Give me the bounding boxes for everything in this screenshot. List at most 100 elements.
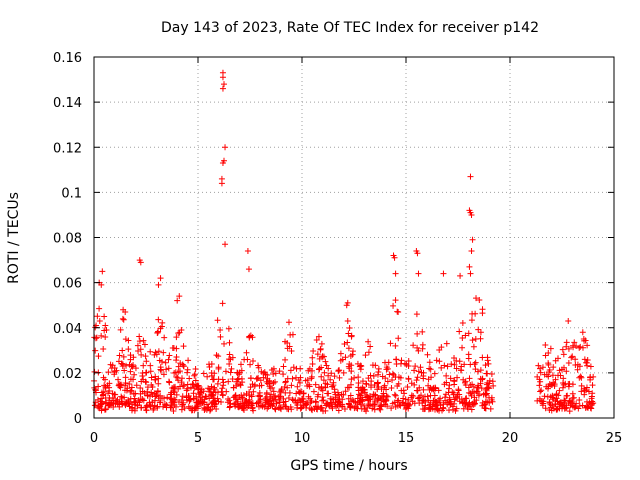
data-point [246,333,253,340]
data-point [248,393,255,400]
data-point [340,391,347,398]
data-point [316,366,323,373]
data-point [164,394,171,401]
data-point [420,375,427,382]
data-point [560,381,567,388]
data-point [323,362,330,369]
data-point [414,344,421,351]
data-point [539,364,546,371]
data-point [103,327,110,334]
data-point [152,373,159,380]
data-point [319,353,326,360]
data-point [99,268,106,275]
data-point [483,385,490,392]
data-point [459,344,466,351]
data-point [562,405,569,412]
data-point [384,393,391,400]
data-point [469,337,476,344]
data-point [102,383,109,390]
data-point [206,395,213,402]
data-point [122,308,129,315]
data-point [248,400,255,407]
data-point [198,397,205,404]
data-point [538,387,545,394]
data-point [346,324,353,331]
data-point [337,350,344,357]
data-point [286,343,293,350]
data-point [546,369,553,376]
data-point [165,356,172,363]
data-point [462,378,469,385]
data-point [555,372,562,379]
data-point [138,378,145,385]
data-point [447,375,454,382]
data-point [394,382,401,389]
data-point [580,336,587,343]
data-point [569,390,576,397]
data-point [410,393,417,400]
data-point [383,366,390,373]
data-point [138,404,145,411]
data-point [413,311,420,318]
data-point [229,376,236,383]
data-point [385,359,392,366]
data-point [413,377,420,384]
data-point [147,362,154,369]
data-point [147,403,154,410]
data-point [184,369,191,376]
data-point [466,375,473,382]
data-point [451,378,458,385]
data-point [140,362,147,369]
data-point [579,402,586,409]
data-point [565,317,572,324]
data-point [218,180,225,187]
data-point [144,402,151,409]
data-point [208,400,215,407]
data-point [177,360,184,367]
data-point [369,362,376,369]
data-point [230,384,237,391]
data-point [473,397,480,404]
data-point [427,366,434,373]
data-point [94,396,101,403]
data-point [382,375,389,382]
data-point [92,347,99,354]
data-point [459,319,466,326]
data-point [296,379,303,386]
data-point [327,376,334,383]
data-point [372,392,379,399]
data-point [155,395,162,402]
data-point [394,308,401,315]
data-point [466,263,473,270]
data-point [414,374,421,381]
data-point [464,404,471,411]
data-point [467,173,474,180]
data-point [468,211,475,218]
data-point [552,376,559,383]
data-point [559,402,566,409]
y-tick-label: 0 [74,412,82,427]
data-point [415,395,422,402]
data-point [247,384,254,391]
data-point [98,401,105,408]
data-point [431,370,438,377]
data-point [106,387,113,394]
data-point [477,335,484,342]
data-point [186,375,193,382]
data-point [300,402,307,409]
data-point [566,408,573,415]
data-point [270,388,277,395]
data-point [563,339,570,346]
data-point [584,356,591,363]
data-point [272,378,279,385]
data-point [586,399,593,406]
data-point [132,365,139,372]
x-tick-label: 15 [398,431,415,446]
data-point [276,393,283,400]
data-point [340,369,347,376]
data-point [583,384,590,391]
data-point [585,388,592,395]
data-point [92,386,99,393]
data-point [354,405,361,412]
data-point [312,381,319,388]
